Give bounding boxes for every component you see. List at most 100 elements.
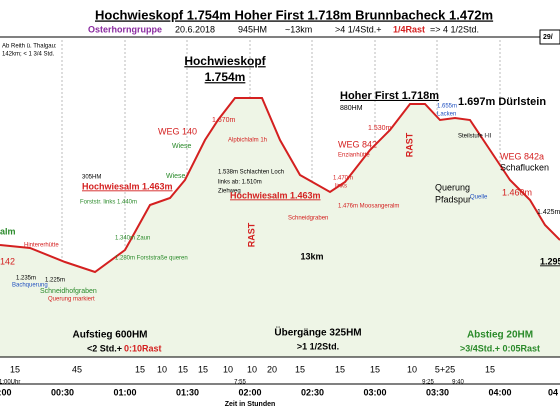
label: 1.670m bbox=[212, 117, 236, 124]
label: Forststr. links 1.440m bbox=[80, 200, 137, 206]
label: 15 bbox=[335, 364, 345, 374]
page: 29/ bbox=[543, 34, 553, 41]
page-box bbox=[539, 29, 560, 45]
note: Ab Reith ü. Thalgau: bbox=[2, 44, 57, 50]
title: Hochwieskopf 1.754m Hoher First 1.718m B… bbox=[95, 7, 493, 22]
label: links bbox=[335, 184, 347, 190]
label: 15 bbox=[295, 364, 305, 374]
label: 15 bbox=[370, 364, 380, 374]
label: Bachquerung bbox=[12, 283, 48, 289]
label: links ab: 1.510m bbox=[218, 180, 262, 186]
label: 5+25 bbox=[435, 364, 455, 374]
label: 7:55 bbox=[234, 380, 246, 386]
label: WEG 140 bbox=[158, 126, 197, 136]
label: 1.225m bbox=[45, 278, 65, 284]
label: WEG 842 bbox=[338, 139, 377, 149]
label: Abstieg 20HM bbox=[467, 330, 533, 341]
label: Querung bbox=[435, 182, 470, 192]
label: 305HM bbox=[82, 175, 101, 181]
label: 0:10Rast bbox=[124, 343, 162, 353]
label: 10 bbox=[407, 364, 417, 374]
label: 13km bbox=[300, 251, 323, 261]
label: 03:00 bbox=[363, 387, 386, 397]
total: => 4 1/2Std. bbox=[430, 24, 479, 34]
label: >3/4Std.+ 0:05Rast bbox=[460, 343, 540, 353]
label: 10 bbox=[247, 364, 257, 374]
group: Osterhorngruppe bbox=[88, 24, 162, 34]
label: 9:40 bbox=[452, 380, 464, 386]
label: <2 Std.+ bbox=[87, 343, 122, 353]
label: 04:00 bbox=[488, 387, 511, 397]
distance: ~13km bbox=[285, 24, 312, 34]
date: 20.6.2018 bbox=[175, 24, 215, 34]
axis-label: Zeit in Stunden bbox=[225, 401, 276, 408]
label: 15 bbox=[178, 364, 188, 374]
label: 15 bbox=[485, 364, 495, 374]
label: 1.754m bbox=[205, 70, 246, 84]
rest: 1/4Rast bbox=[393, 24, 425, 34]
label: Hochwiesalm 1.463m bbox=[230, 190, 321, 200]
label: 00:30 bbox=[51, 387, 74, 397]
ascent: 945HM bbox=[238, 24, 267, 34]
label: Hoher First 1.718m bbox=[340, 90, 439, 102]
label: Aufstieg 600HM bbox=[72, 330, 147, 341]
label: Wiese bbox=[172, 143, 192, 150]
label: 1.476m Moosangeralm bbox=[338, 204, 399, 210]
label: Enzianhütte bbox=[338, 153, 370, 159]
label: Ziehweg bbox=[218, 189, 241, 195]
label: RAST bbox=[404, 132, 414, 157]
label: 1.538m Schlachten Loch bbox=[218, 170, 284, 176]
label: 1.655m bbox=[437, 104, 457, 110]
label: Hochwiesalm 1.463m bbox=[82, 181, 173, 191]
profile-line bbox=[0, 97, 560, 274]
label: Wiese bbox=[166, 173, 186, 180]
label: 1.235m bbox=[16, 276, 36, 282]
label: 20 bbox=[267, 364, 277, 374]
label: Übergänge 325HM bbox=[274, 326, 361, 339]
label: 1.470m bbox=[333, 176, 353, 182]
label: Lacken bbox=[437, 112, 456, 118]
label: Schneidgraben bbox=[288, 216, 328, 222]
label: 9:25 bbox=[422, 380, 434, 386]
label: 1.530m bbox=[368, 125, 392, 132]
label: Hochwieskopf bbox=[184, 54, 266, 68]
label: Querung markiert bbox=[48, 297, 95, 303]
label: 1.280m Forststraße queren bbox=[115, 256, 188, 262]
label: 1.340m Zaun bbox=[115, 236, 150, 242]
label: alm bbox=[0, 226, 16, 236]
label: 00:00 bbox=[0, 387, 12, 397]
label: 1.697m Dürlstein bbox=[458, 96, 546, 108]
label: Schaflucken bbox=[500, 162, 549, 172]
label: 15 bbox=[198, 364, 208, 374]
label: 04 bbox=[548, 387, 558, 397]
profile-fill bbox=[0, 98, 560, 357]
label: Alpbichlalm 1h bbox=[228, 138, 267, 144]
label: 01:00 bbox=[113, 387, 136, 397]
label: 1.460m bbox=[502, 187, 532, 197]
label: 03:30 bbox=[426, 387, 449, 397]
label: 15 bbox=[10, 364, 20, 374]
label: 01:30 bbox=[176, 387, 199, 397]
label: Hintererhütte bbox=[24, 243, 59, 249]
label: >1 1/2Std. bbox=[297, 341, 339, 351]
label: 02:00 bbox=[238, 387, 261, 397]
label: 10 bbox=[157, 364, 167, 374]
label: 01:00Uhr bbox=[0, 380, 20, 386]
label: 02:30 bbox=[301, 387, 324, 397]
label: 45 bbox=[72, 364, 82, 374]
note: 142km; < 1 3/4 Std. bbox=[2, 52, 55, 58]
label: Pfadspur bbox=[435, 194, 471, 204]
label: 15 bbox=[135, 364, 145, 374]
label: 142 bbox=[0, 256, 15, 266]
label: 1.295 bbox=[540, 256, 560, 266]
label: 1.425m bbox=[537, 209, 560, 216]
label: Schneidhofgraben bbox=[40, 288, 97, 295]
label: RAST bbox=[246, 222, 256, 247]
label: WEG 842a bbox=[500, 151, 544, 161]
label: 880HM bbox=[340, 105, 363, 112]
label: Steilstufe I-II bbox=[458, 134, 492, 140]
time: >4 1/4Std.+ bbox=[335, 24, 382, 34]
label: Quelle bbox=[470, 195, 488, 201]
label: 10 bbox=[223, 364, 233, 374]
